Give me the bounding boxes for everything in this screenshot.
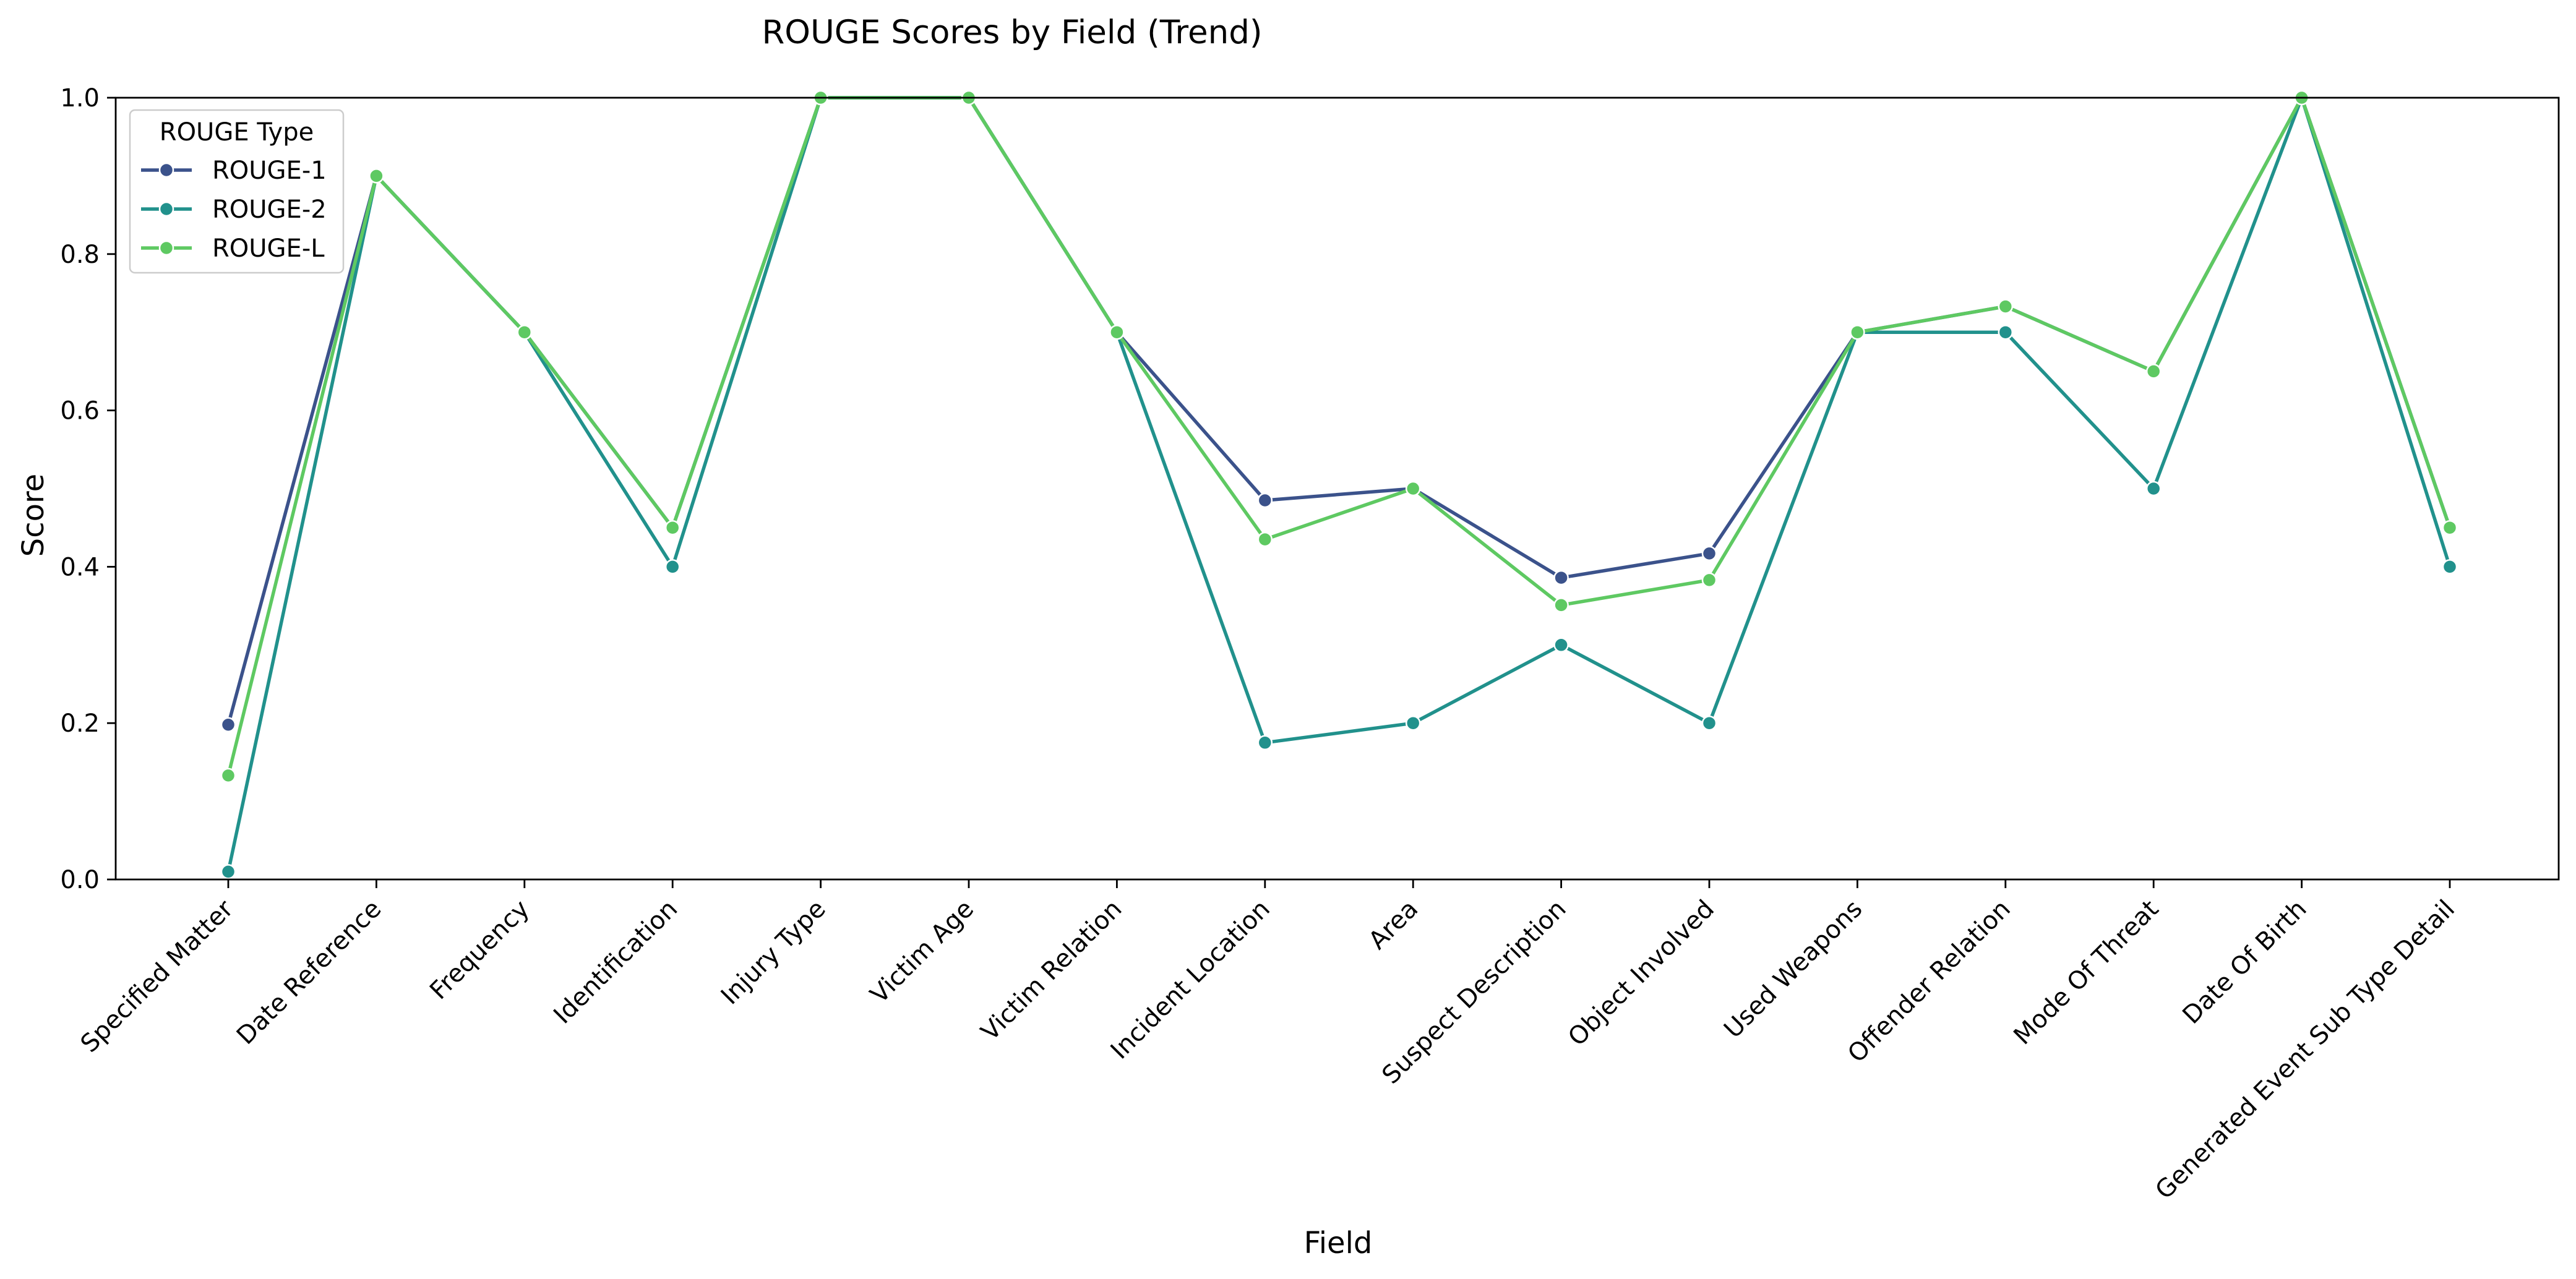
legend-item: ROUGE-1	[141, 156, 327, 185]
series-line-rouge-1	[226, 96, 2452, 727]
data-point-rouge-1	[1553, 570, 1569, 586]
x-axis-label: Field	[1304, 1226, 1373, 1260]
data-point-rouge-l	[517, 324, 533, 340]
legend-label: ROUGE-L	[212, 234, 325, 263]
series-line-rouge-l	[226, 96, 2452, 777]
y-tick-label: 1.0	[60, 84, 100, 113]
data-point-rouge-l	[1553, 597, 1569, 613]
legend-label: ROUGE-2	[212, 195, 327, 224]
data-point-rouge-l	[1405, 481, 1421, 497]
data-point-rouge-l	[1998, 299, 2014, 314]
data-point-rouge-2	[1998, 324, 2014, 340]
x-tick-label: Incident Location	[1106, 895, 1276, 1065]
legend-label: ROUGE-1	[212, 156, 327, 185]
legend-title: ROUGE Type	[160, 118, 314, 147]
y-tick-label: 0.0	[60, 866, 100, 894]
x-tick-label: Offender Relation	[1842, 895, 2016, 1069]
data-point-rouge-l	[2145, 364, 2162, 379]
data-point-rouge-l	[1257, 531, 1273, 547]
data-point-rouge-l	[1850, 324, 1865, 340]
y-tick-label: 0.6	[60, 397, 100, 426]
data-point-rouge-2	[1405, 715, 1421, 731]
chart-title: ROUGE Scores by Field (Trend)	[762, 14, 1262, 51]
legend-item: ROUGE-L	[141, 234, 325, 263]
plot-frame	[114, 96, 2560, 881]
data-point-rouge-2	[2145, 481, 2162, 497]
data-point-rouge-l	[369, 168, 384, 184]
legend-marker	[158, 240, 174, 256]
x-tick-label: Injury Type	[716, 895, 831, 1011]
series-line-rouge-2	[226, 96, 2452, 874]
series-rouge-2	[220, 90, 2458, 879]
x-tick-label: Mode Of Threat	[2008, 895, 2164, 1051]
data-point-rouge-l	[1701, 572, 1717, 588]
data-point-rouge-1	[220, 717, 236, 732]
data-point-rouge-l	[220, 768, 236, 784]
x-tick-label: Specified Matter	[75, 894, 239, 1058]
x-tick-label: Area	[1363, 895, 1424, 956]
data-point-rouge-1	[1257, 492, 1273, 508]
data-point-rouge-l	[2442, 520, 2458, 536]
x-tick-label: Victim Age	[865, 895, 979, 1009]
data-point-rouge-2	[664, 559, 680, 575]
data-point-rouge-l	[664, 520, 680, 536]
x-tick-label: Object Involved	[1563, 895, 1720, 1052]
x-tick-label: Date Reference	[231, 895, 387, 1051]
y-axis-label: Score	[16, 474, 51, 557]
data-point-rouge-l	[1109, 324, 1125, 340]
data-point-rouge-1	[1701, 545, 1717, 562]
x-tick-label: Date Of Birth	[2177, 895, 2312, 1030]
data-point-rouge-2	[220, 864, 236, 879]
legend: ROUGE Type ROUGE-1 ROUGE-2 ROUGE-L	[129, 109, 345, 274]
data-point-rouge-2	[1553, 637, 1569, 653]
x-tick-label: Frequency	[424, 895, 535, 1006]
data-point-rouge-2	[2442, 559, 2458, 575]
series-rouge-l	[220, 90, 2458, 784]
data-point-rouge-2	[1701, 715, 1717, 731]
x-tick-label: Used Weapons	[1719, 895, 1868, 1044]
x-tick-label: Victim Relation	[976, 895, 1127, 1046]
plot-area	[220, 90, 2458, 879]
y-tick-label: 0.4	[60, 553, 100, 581]
x-tick-label: Generated Event Sub Type Detail	[2150, 895, 2460, 1205]
y-tick-label: 0.8	[60, 241, 100, 269]
x-tick-label: Identification	[548, 895, 683, 1030]
legend-marker	[158, 201, 174, 217]
data-point-rouge-2	[1257, 735, 1273, 751]
legend-marker	[158, 162, 174, 178]
legend-box	[129, 109, 345, 274]
y-tick-label: 0.2	[60, 709, 100, 738]
series-rouge-1	[220, 90, 2458, 732]
legend-item: ROUGE-2	[141, 195, 327, 224]
